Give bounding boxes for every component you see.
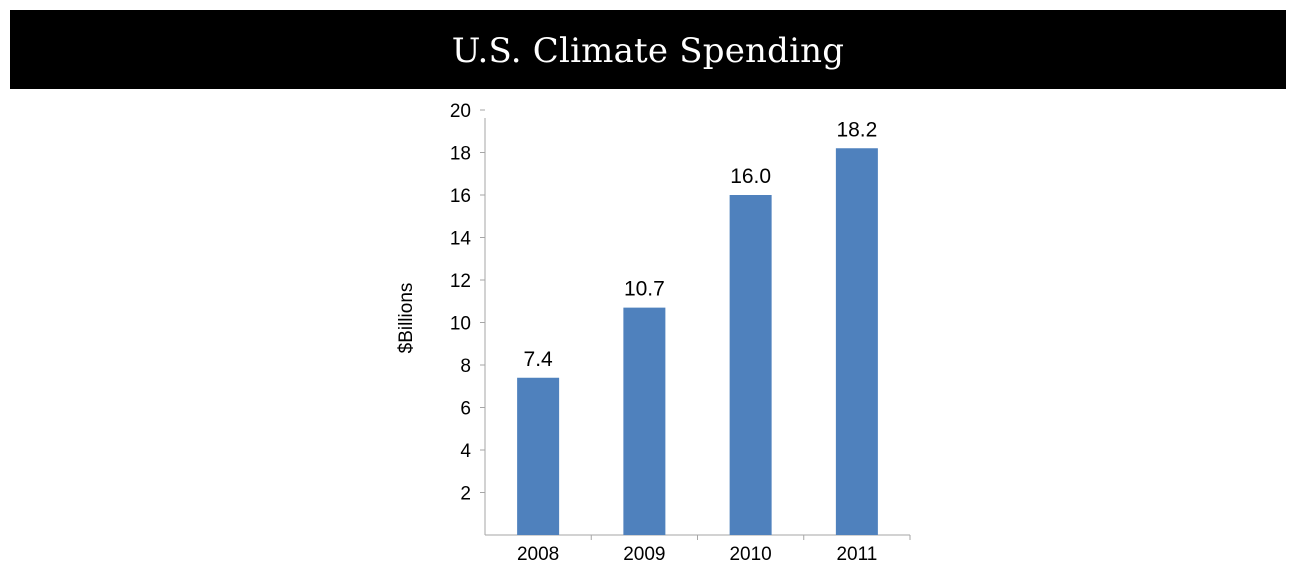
x-tick-label: 2008	[517, 544, 559, 565]
data-label: 16.0	[730, 165, 771, 188]
data-labels: 7.4 10.7 16.0 18.2	[524, 118, 878, 371]
bar-2009	[623, 307, 666, 535]
data-label: 18.2	[836, 118, 877, 141]
y-tick-label: 4	[460, 441, 471, 462]
y-tick-label: 18	[450, 144, 471, 165]
y-tick-label: 20	[450, 101, 471, 122]
y-tick-label: 16	[450, 186, 471, 207]
y-tick-label: 8	[460, 356, 471, 377]
y-tick-label: 2	[460, 484, 471, 505]
y-tick-label: 10	[450, 314, 471, 335]
chart-title: U.S. Climate Spending	[451, 30, 845, 71]
y-tick-label: 14	[450, 229, 472, 250]
chart-title-bar: U.S. Climate Spending	[10, 10, 1286, 89]
x-tick-label: 2010	[729, 544, 771, 565]
x-tick-label: 2009	[623, 544, 665, 565]
y-tick-label: 12	[450, 271, 471, 292]
y-axis-label: $Billions	[396, 283, 417, 354]
bar-2010	[729, 195, 772, 535]
bar-2008	[517, 377, 560, 535]
x-tick-label: 2011	[836, 544, 877, 565]
y-axis: 2 4 6 8 10 12 14 16 18 20	[450, 101, 486, 535]
data-label: 10.7	[624, 278, 665, 301]
data-label: 7.4	[524, 348, 554, 371]
bar-2011	[835, 148, 878, 535]
bars	[517, 148, 878, 535]
y-tick-label: 6	[460, 399, 471, 420]
x-axis: 2008 2009 2010 2011	[485, 534, 911, 565]
